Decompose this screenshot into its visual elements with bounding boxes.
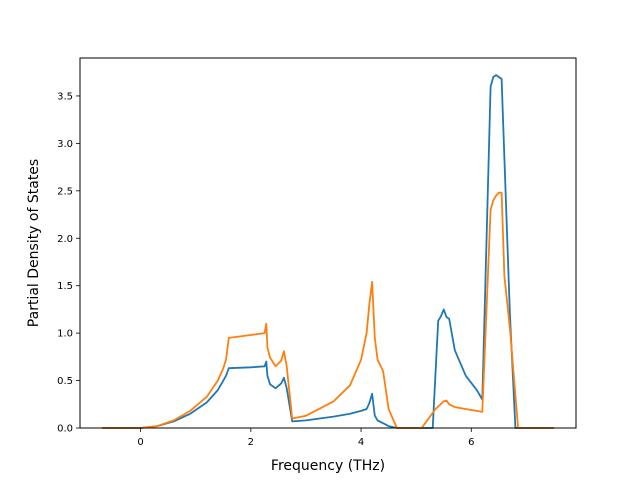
y-tick-label: 0.0 <box>57 424 73 435</box>
x-axis-ticks: 0 2 4 6 <box>137 428 474 448</box>
y-axis-ticks: 0.0 0.5 1.0 1.5 2.0 2.5 3.0 3.5 <box>57 91 80 435</box>
x-tick-label: 0 <box>137 437 143 448</box>
x-tick-label: 4 <box>358 437 364 448</box>
y-tick-label: 3.0 <box>57 139 73 150</box>
series-line-2 <box>102 191 554 429</box>
x-axis-label: Frequency (THz) <box>271 458 385 474</box>
y-tick-label: 0.5 <box>57 376 73 387</box>
y-tick-label: 2.0 <box>57 234 73 245</box>
plot-frame <box>79 57 577 429</box>
y-axis-label: Partial Density of States <box>26 159 42 327</box>
y-tick-label: 1.0 <box>57 329 73 340</box>
y-tick-label: 2.5 <box>57 186 73 197</box>
x-tick-label: 2 <box>248 437 254 448</box>
y-tick-label: 3.5 <box>57 91 73 102</box>
y-tick-label: 1.5 <box>57 281 73 292</box>
x-tick-label: 6 <box>468 437 474 448</box>
series-layer <box>102 74 554 429</box>
